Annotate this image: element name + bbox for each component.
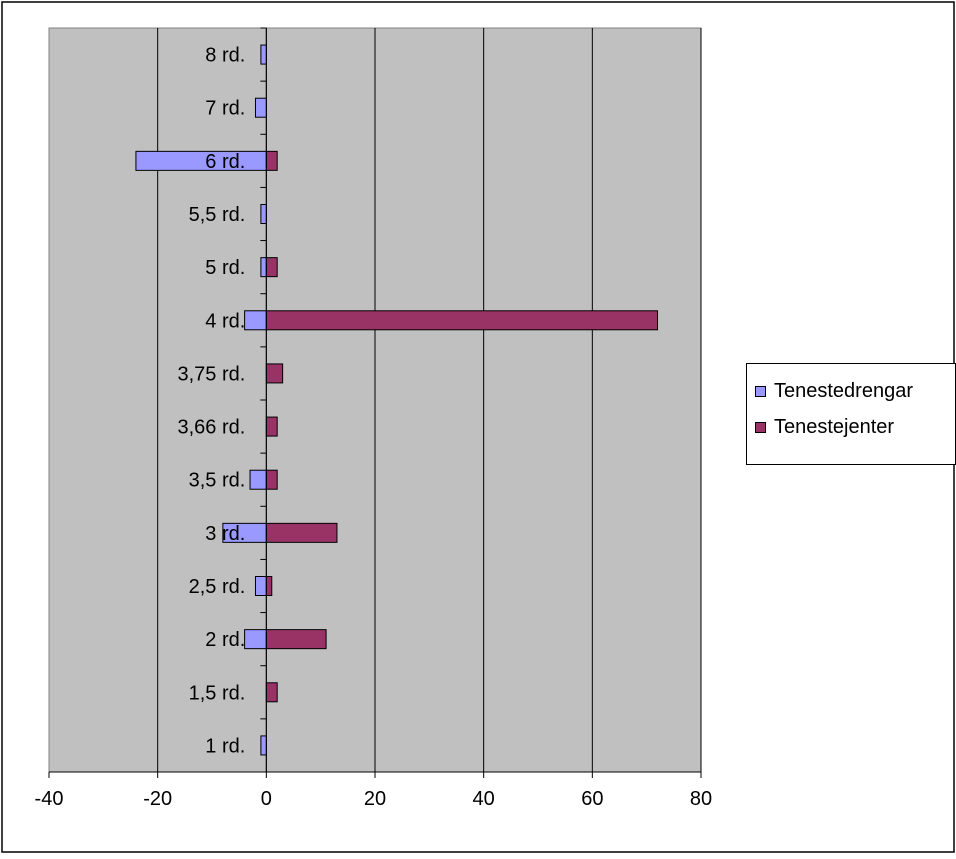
y-category-label: 2 rd. (205, 629, 245, 651)
y-category-label: 5 rd. (205, 257, 245, 279)
x-tick-label: 80 (690, 788, 712, 810)
bar-series-1-4 (254, 576, 267, 596)
x-tick-label: 60 (581, 788, 603, 810)
legend-swatch-series-1 (755, 386, 766, 397)
y-category-label: 3,5 rd. (189, 470, 246, 492)
bar-series-1-11 (260, 204, 267, 224)
y-category-label: 5,5 rd. (189, 204, 246, 226)
bar-series-1-14 (260, 44, 267, 65)
bar-series-2-3 (265, 629, 327, 650)
x-tick-label: 20 (364, 788, 386, 810)
y-category-label: 7 rd. (205, 98, 245, 120)
bar-series-2-9 (265, 310, 659, 331)
y-category-label: 1 rd. (205, 735, 245, 757)
bar-series-1-9 (244, 310, 267, 331)
legend-label-series-1: Tenestedrengar (774, 380, 913, 402)
y-category-label: 8 rd. (205, 45, 245, 67)
bar-series-2-2 (265, 682, 278, 703)
x-tick-label: -40 (35, 788, 64, 810)
y-category-label: 4 rd. (205, 310, 245, 332)
bar-series-1-10 (260, 257, 267, 278)
bar-series-1-12 (135, 150, 267, 171)
bar-series-1-6 (249, 469, 267, 490)
x-tick-label: -20 (143, 788, 172, 810)
bar-series-1-3 (244, 629, 267, 650)
tick-labels: -40 -20 0 20 40 60 80 1 rd. 1,5 rd. 2 rd. 2,5 rd. 3… (35, 45, 713, 810)
y-category-label: 3 rd. (205, 523, 245, 545)
legend-label-series-2: Tenestejenter (774, 416, 895, 438)
bar-series-2-8 (265, 363, 284, 384)
bar-series-2-10 (265, 257, 278, 278)
axes (48, 27, 702, 778)
bar-series-1-13 (254, 97, 267, 118)
legend-item-series-1: Tenestedrengar (755, 380, 913, 403)
bar-series-1-1 (260, 735, 267, 756)
legend-swatch-series-2 (755, 422, 766, 433)
y-category-label: 6 rd. (205, 151, 245, 173)
y-category-label: 3,75 rd. (178, 363, 246, 385)
bar-series-2-12 (265, 150, 278, 171)
legend: Tenestedrengar Tenestejenter (746, 363, 956, 465)
bar-series-2-5 (265, 522, 338, 543)
bar-series-2-6 (265, 469, 278, 490)
y-category-label: 3,66 rd. (178, 417, 246, 439)
bar-series-2-4 (265, 576, 273, 596)
x-tick-label: 0 (261, 788, 272, 810)
x-tick-label: 40 (473, 788, 495, 810)
y-category-label: 2,5 rd. (189, 576, 246, 598)
bar-series-2-7 (265, 416, 278, 437)
legend-item-series-2: Tenestejenter (755, 416, 894, 439)
y-category-label: 1,5 rd. (189, 682, 246, 704)
